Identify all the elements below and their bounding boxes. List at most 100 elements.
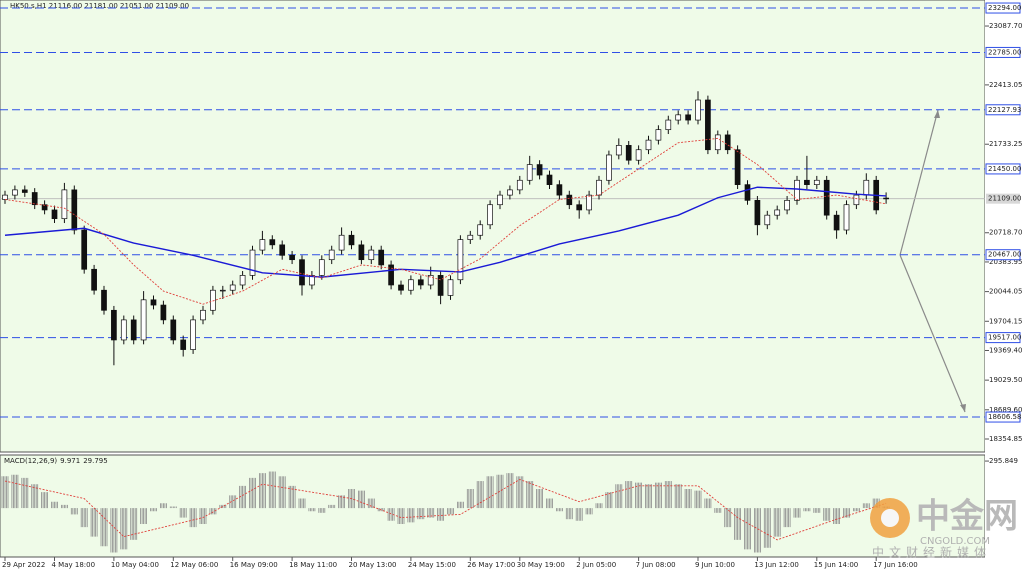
level-label-box [985,2,1021,14]
candle-body [140,299,147,341]
x-tick-label: 9 Jun 10:00 [695,561,735,569]
level-label: 22127.93 [988,106,1021,114]
candle-body [655,129,662,141]
candle-body [863,179,870,196]
candle-body [61,189,68,220]
candle-body [299,259,305,286]
x-tick-label: 10 May 04:00 [111,561,159,569]
y-tick-label: 20044.05 [989,288,1022,296]
candle-body [705,99,711,151]
candle-body [556,184,563,196]
x-tick-label: 18 May 11:00 [289,561,337,569]
level-label: 20467.00 [988,251,1021,259]
candle-body [81,229,88,270]
x-tick-label: 15 Jun 14:00 [814,561,858,569]
level-label: 19517.00 [988,334,1021,342]
macd-pane [0,454,986,558]
candle-body [526,164,533,181]
candle-body [269,239,276,246]
candle-body [833,214,840,231]
candle-body [180,339,187,350]
candle-body [279,244,286,256]
axis-area [985,0,1024,572]
macd-label-part: 9.971 [60,457,80,465]
candle-body [408,279,414,291]
watermark-name: 中金网 [916,497,1018,537]
candle-body [31,192,38,206]
current-price-label: 21109.00 [988,195,1021,203]
candle-body [507,189,513,196]
candle-body [200,309,206,321]
y-tick-label: 19369.40 [989,346,1022,354]
candle-body [21,189,28,193]
y-tick-label: 19029.50 [989,376,1022,384]
candle-body [111,309,117,341]
x-tick-label: 7 Jun 08:00 [636,561,676,569]
candle-body [170,319,177,341]
macd-label-part: 29.795 [83,457,108,465]
candle-body [150,299,157,306]
macd-label: MACD(12,26,9) 9.971 29.795 [4,457,108,465]
candle-body [229,284,236,291]
candle-body [477,224,484,236]
candle-body [398,284,404,291]
y-tick-label: 19704.15 [989,317,1022,325]
candle-body [744,184,751,201]
macd-label-part: MACD(12,26,9) [4,457,57,465]
candle-body [516,179,523,191]
level-label: 23294.00 [988,4,1021,12]
level-label-box [985,249,1021,261]
y-tick-label: 18689.60 [989,406,1022,414]
y-tick-label: 20718.70 [989,229,1022,237]
candle-body [2,194,8,200]
candle-body [645,139,652,151]
y-tick-label: 23087.70 [989,22,1022,30]
projection-arrow [899,254,966,413]
candle-body [71,189,78,231]
candle-body [625,145,632,161]
x-tick-label: 16 May 09:00 [230,561,278,569]
x-tick-label: 13 Jun 12:00 [754,561,798,569]
candle-body [417,279,424,286]
candle-body [259,239,266,251]
level-label: 22785.00 [988,48,1021,56]
candle-body [427,275,434,286]
arrow-head [960,404,966,412]
x-tick-label: 17 Jun 16:00 [873,561,917,569]
chart-title: HK50.s,H1 21116.00 21181.00 21051.00 211… [10,2,189,10]
candle-body [794,179,800,201]
candle-body [338,234,345,251]
level-label: 21450.00 [988,165,1021,173]
x-tick-label: 12 May 06:00 [170,561,218,569]
candle-body [309,275,315,286]
x-tick-label: 24 May 15:00 [408,561,456,569]
candle-body [91,268,97,291]
y-tick-label: 295.849 [989,457,1018,465]
candle-body [190,319,196,350]
candle-body [784,199,790,211]
candle-body [101,289,107,311]
candle-body [883,197,889,200]
level-label-box [985,163,1021,175]
candle-body [635,149,642,161]
x-tick-label: 2 Jun 05:00 [576,561,616,569]
candle-body [368,249,375,261]
candle-body [754,199,761,226]
level-label-box [985,332,1021,344]
candle-body [675,114,682,121]
candle-body [615,145,622,156]
candle-body [378,249,385,266]
candle-body [239,275,246,286]
candle-body [120,319,127,341]
x-tick-label: 4 May 18:00 [52,561,96,569]
candle-body [249,249,256,276]
candle-body [843,204,850,231]
candle-body [804,179,810,185]
candle-body [714,134,721,151]
candle-body [328,249,335,261]
level-label: 18606.58 [988,413,1021,421]
candle-body [219,289,226,292]
candle-body [447,279,454,296]
projection-arrow [899,109,939,256]
